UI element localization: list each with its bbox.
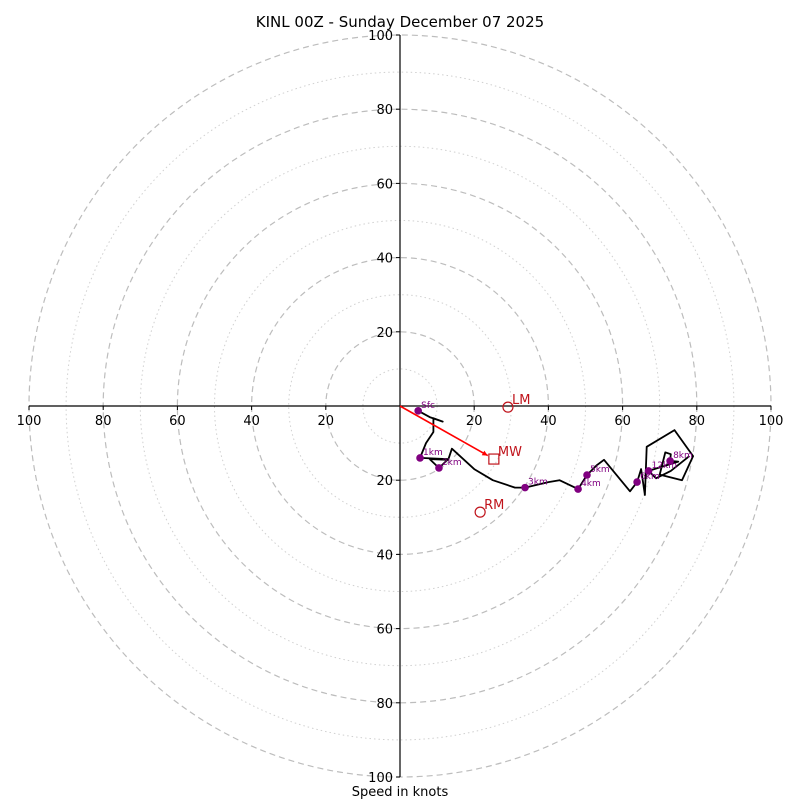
mean-wind-arrowhead	[481, 450, 488, 456]
x-tick-label: 80	[95, 414, 112, 429]
left-mover-marker	[502, 401, 514, 413]
height-label-5km: 5km	[590, 465, 610, 475]
height-label-4km: 4km	[581, 479, 601, 489]
height-label-6km: 6km	[640, 472, 660, 482]
height-marker-8km	[666, 457, 674, 465]
x-tick-label: 60	[614, 414, 631, 429]
height-label-sfc: Sfc	[421, 401, 435, 411]
x-tick-label: 60	[169, 414, 186, 429]
mean-wind-vector	[399, 405, 489, 457]
y-tick-label: 20	[376, 326, 393, 341]
height-label-12km: 12km	[652, 461, 677, 471]
x-tick-label: 100	[17, 414, 42, 429]
height-marker-2km	[435, 464, 443, 472]
height-marker-sfc	[414, 407, 422, 415]
y-tick-label: 20	[376, 474, 393, 489]
mean-wind-label: MW	[498, 445, 522, 460]
y-tick-label: 80	[376, 103, 393, 118]
axes: 100 80 60 40 20 20 40 60 80 100 100 80 60 40 20 20 40 60 8…	[17, 29, 784, 786]
height-label-2km: 2km	[442, 458, 462, 468]
y-tick-label: 40	[376, 252, 393, 267]
height-marker-5km	[583, 471, 591, 479]
y-tick-label: 60	[376, 177, 393, 192]
y-tick-label: 100	[368, 29, 393, 44]
x-tick-label: 40	[243, 414, 260, 429]
height-marker-1km	[416, 454, 424, 462]
y-tick-label: 40	[376, 548, 393, 563]
x-tick-label: 100	[759, 414, 784, 429]
height-marker-4km	[574, 485, 582, 493]
y-tick-label: 60	[376, 623, 393, 638]
x-tick-label: 20	[318, 414, 335, 429]
storm-motion: MW LM RM	[399, 393, 530, 518]
right-mover-marker	[474, 506, 486, 518]
height-marker-3km	[521, 483, 529, 492]
x-axis-label: Speed in knots	[352, 785, 449, 800]
height-label-8km: 8km	[673, 451, 693, 461]
y-tick-label: 100	[368, 771, 393, 786]
right-mover-label: RM	[484, 498, 504, 513]
left-mover-label: LM	[512, 393, 530, 408]
chart-title: KINL 00Z - Sunday December 07 2025	[256, 13, 544, 31]
x-tick-label: 40	[540, 414, 557, 429]
height-marker-12km	[644, 467, 653, 475]
mean-wind-marker	[488, 453, 500, 465]
height-marker-6km	[633, 478, 641, 486]
height-label-1km: 1km	[423, 448, 443, 458]
x-tick-label: 20	[466, 414, 483, 429]
x-tick-label: 80	[689, 414, 706, 429]
height-label-3km: 3km	[528, 478, 548, 488]
y-tick-label: 80	[376, 697, 393, 712]
